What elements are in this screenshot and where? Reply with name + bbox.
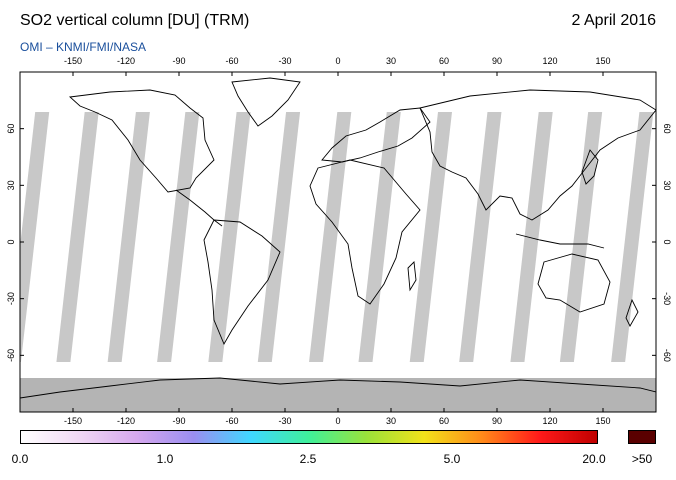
latitude-tick-label-right: 0 (662, 239, 672, 244)
longitude-tick-label-bottom: 60 (439, 416, 449, 426)
asia-outline (419, 89, 656, 221)
no-data-swath (56, 112, 99, 362)
longitude-tick-label-top: 90 (492, 56, 502, 66)
longitude-tick-label-top: 0 (335, 56, 340, 66)
latitude-tick-label-left: 30 (6, 180, 16, 190)
greenland-outline (231, 77, 301, 127)
no-data-swath (257, 112, 301, 362)
longitude-tick-label-bottom: 30 (386, 416, 396, 426)
new-zealand-outline (625, 298, 639, 327)
no-data-swath (107, 112, 150, 362)
longitude-tick-label-bottom: 90 (492, 416, 502, 426)
map-date: 2 April 2016 (571, 12, 656, 29)
no-data-swath (208, 112, 251, 362)
longitude-tick-label-top: -30 (278, 56, 291, 66)
japan-outline (581, 149, 599, 185)
longitude-tick-label-bottom: -30 (278, 416, 291, 426)
map-title: SO2 vertical column [DU] (TRM) (20, 12, 250, 29)
latitude-tick-label-right: -60 (662, 349, 672, 362)
colorbar-label-1: 1.0 (156, 452, 174, 466)
no-data-swath (157, 112, 200, 362)
colorbar-label-2: 2.5 (299, 452, 317, 466)
longitude-tick-label-top: -90 (172, 56, 185, 66)
longitude-tick-label-bottom: 120 (542, 416, 557, 426)
africa-outline (309, 159, 421, 305)
no-data-swath (510, 112, 553, 362)
longitude-tick-label-top: -120 (117, 56, 135, 66)
colorbar-label-0: 0.0 (11, 452, 29, 466)
latitude-tick-label-right: 30 (662, 180, 672, 190)
longitude-tick-label-top: -60 (225, 56, 238, 66)
continent-outlines (20, 77, 656, 399)
colorbar-gradient (20, 430, 598, 444)
colorbar-overflow-swatch (628, 430, 656, 444)
latitude-tick-label-left: -30 (6, 292, 16, 305)
longitude-tick-label-bottom: 0 (335, 416, 340, 426)
longitude-tick-label-bottom: -150 (64, 416, 82, 426)
colorbar-label-3: 5.0 (443, 452, 461, 466)
longitude-tick-label-top: 60 (439, 56, 449, 66)
longitude-tick-label-bottom: -60 (225, 416, 238, 426)
no-data-swath (358, 112, 401, 362)
latitude-tick-label-left: 0 (6, 239, 16, 244)
europe-outline (321, 107, 431, 163)
longitude-tick-label-bottom: -120 (117, 416, 135, 426)
latitude-tick-label-right: 60 (662, 124, 672, 134)
map-subtitle: OMI – KNMI/FMI/NASA (20, 40, 147, 54)
longitude-tick-label-bottom: 150 (595, 416, 610, 426)
longitude-tick-label-bottom: -90 (172, 416, 185, 426)
colorbar-label-4: 20.0 (582, 452, 606, 466)
graticule-ticks: -150 -150 -120 -120 -90 -90 -60 -60 -30 -30 0 0 30 30… (6, 56, 672, 426)
longitude-tick-label-top: 150 (595, 56, 610, 66)
madagascar-outline (407, 261, 417, 292)
no-data-swath (559, 112, 603, 362)
central-america-outline (175, 189, 223, 227)
latitude-tick-label-left: -60 (6, 349, 16, 362)
no-data-swaths (20, 112, 656, 412)
antarctica-outline (20, 377, 656, 399)
no-data-swath (309, 112, 352, 362)
indonesia-outline (515, 233, 605, 249)
no-data-swath (409, 112, 452, 362)
south-america-outline (203, 219, 281, 346)
latitude-tick-label-left: 60 (6, 124, 16, 134)
longitude-tick-label-top: -150 (64, 56, 82, 66)
north-america-outline (68, 89, 215, 193)
longitude-tick-label-top: 30 (386, 56, 396, 66)
colorbar-label-5: >50 (631, 452, 653, 466)
longitude-tick-label-top: 120 (542, 56, 557, 66)
no-data-swath (20, 112, 50, 362)
latitude-tick-label-right: -30 (662, 292, 672, 305)
no-data-swath (611, 112, 654, 362)
no-data-swath (459, 112, 502, 362)
australia-outline (537, 253, 611, 313)
